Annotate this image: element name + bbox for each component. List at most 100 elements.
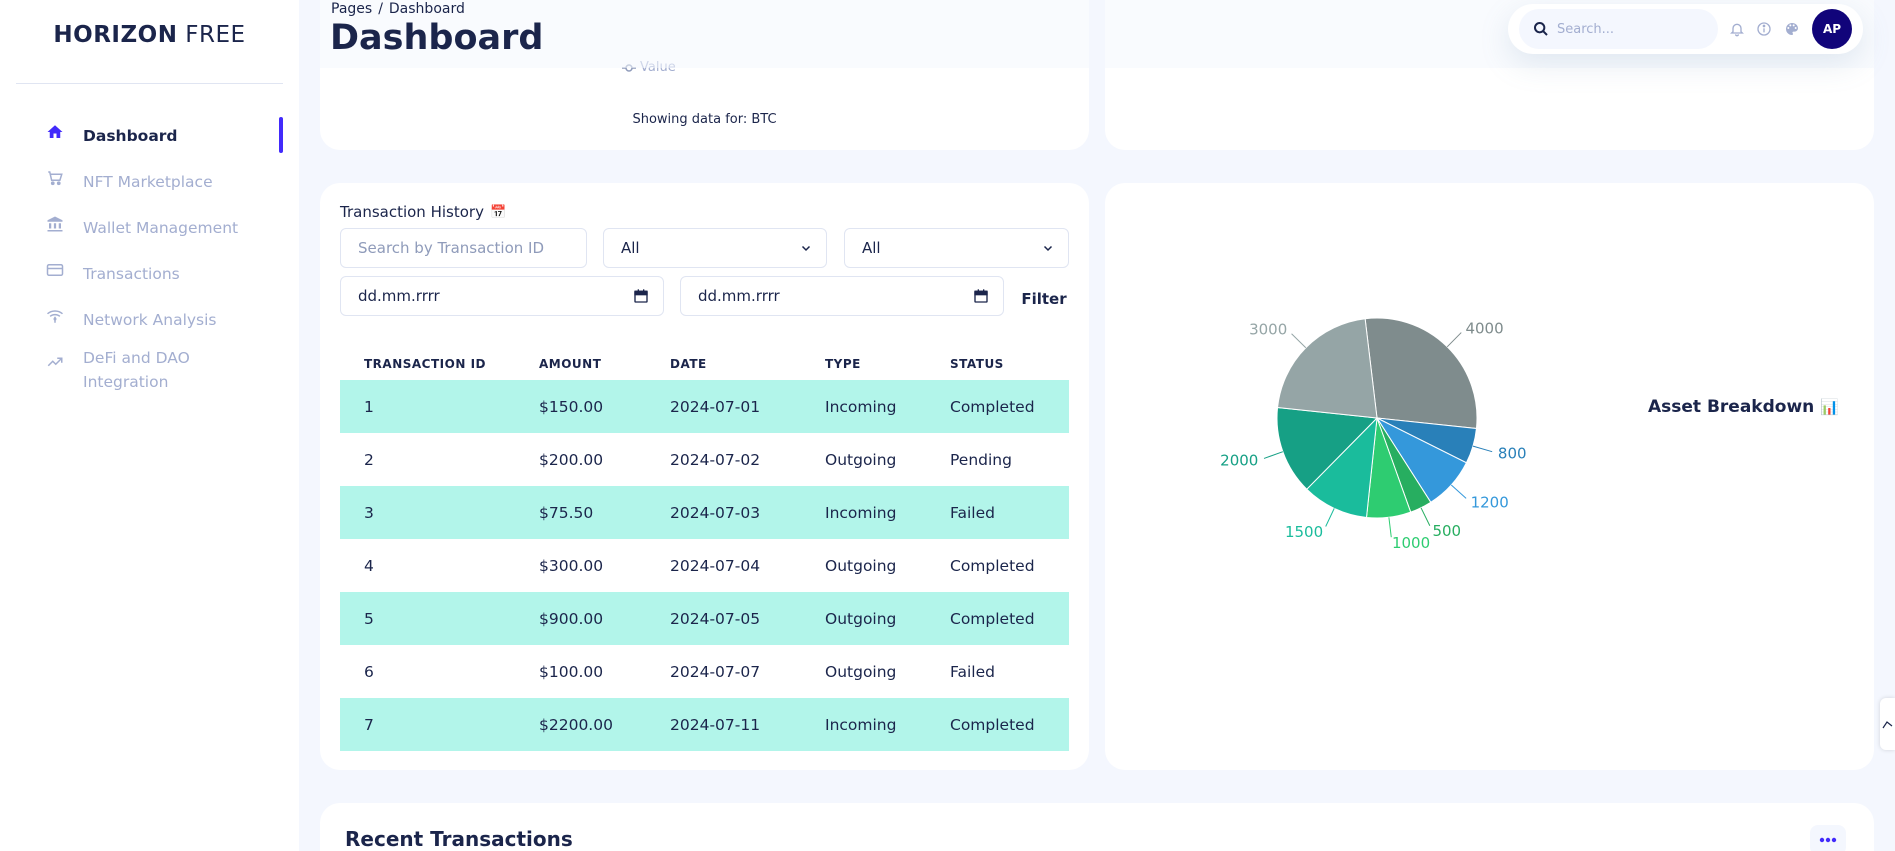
calendar-icon[interactable]	[633, 288, 649, 304]
table-row[interactable]: 2 $200.00 2024-07-02 Outgoing Pending	[340, 433, 1069, 486]
sidebar-item-nft-marketplace[interactable]: NFT Marketplace	[0, 160, 299, 206]
trending-up-icon	[47, 357, 63, 367]
more-options-button[interactable]	[1810, 825, 1846, 851]
date-from-value: dd.mm.rrrr	[358, 287, 440, 305]
column-header-transaction-id[interactable]: TRANSACTION ID	[364, 357, 486, 371]
cell-transaction-id: 3	[340, 486, 515, 539]
cell-type: Outgoing	[801, 592, 926, 645]
calendar-icon[interactable]	[973, 288, 989, 304]
table-row[interactable]: 3 $75.50 2024-07-03 Incoming Failed	[340, 486, 1069, 539]
avatar[interactable]: AP	[1812, 9, 1852, 49]
sidebar-item-wallet-management[interactable]: Wallet Management	[0, 206, 299, 252]
sidebar-item-transactions[interactable]: Transactions	[0, 252, 299, 298]
filter-button[interactable]: Filter	[1014, 280, 1074, 318]
cell-date: 2024-07-05	[646, 592, 801, 645]
transaction-history-title-text: Transaction History	[340, 203, 484, 221]
cell-type: Incoming	[801, 380, 926, 433]
table-header-row: TRANSACTION ID AMOUNT DATE TYPE STATUS	[340, 348, 1069, 380]
column-header-amount[interactable]: AMOUNT	[539, 357, 602, 371]
pie-slice-label: 1500	[1285, 523, 1323, 541]
cell-status: Completed	[926, 698, 1069, 751]
sidebar-item-label: Transactions	[83, 265, 180, 283]
cell-type: Incoming	[801, 486, 926, 539]
recent-transactions-card: Recent Transactions	[320, 803, 1874, 851]
search-icon	[1534, 22, 1548, 36]
pie-slice[interactable]	[1364, 317, 1478, 430]
cell-amount: $2200.00	[515, 698, 646, 751]
chevron-down-icon	[1043, 245, 1053, 252]
sidebar-item-label: Network Analysis	[83, 311, 217, 329]
bell-icon[interactable]	[1729, 21, 1745, 37]
date-to-value: dd.mm.rrrr	[698, 287, 780, 305]
column-header-date[interactable]: DATE	[670, 357, 707, 371]
cell-date: 2024-07-11	[646, 698, 801, 751]
asset-breakdown-card: 4000 800 1200 500 1000 1500 2000 3000 Asset Bre…	[1105, 183, 1874, 770]
pie-slice-label: 4000	[1465, 319, 1503, 337]
cell-amount: $100.00	[539, 662, 604, 681]
sidebar: HORIZON FREE Dashboard NFT Marketplace W…	[0, 0, 299, 851]
sidebar-item-defi-dao[interactable]: DeFi and DAO Integration	[0, 344, 299, 404]
transaction-search-input[interactable]	[341, 229, 586, 267]
type-filter-select[interactable]: All	[603, 228, 827, 268]
cell-amount: $75.50	[515, 486, 646, 539]
info-icon[interactable]	[1756, 21, 1772, 37]
cell-transaction-id: 5	[340, 592, 515, 645]
cell-amount: $150.00	[515, 380, 646, 433]
table-row[interactable]: 5 $900.00 2024-07-05 Outgoing Completed	[340, 592, 1069, 645]
pie-label-leader	[1446, 332, 1462, 348]
sidebar-item-label: DeFi and DAO Integration	[83, 349, 190, 391]
sidebar-item-dashboard[interactable]: Dashboard	[0, 114, 299, 160]
column-header-status[interactable]: STATUS	[950, 357, 1004, 371]
date-from-field[interactable]: dd.mm.rrrr	[340, 276, 664, 316]
status-filter-value: All	[862, 239, 881, 257]
pie-slice-label: 1000	[1392, 534, 1430, 552]
cell-status: Failed	[926, 486, 1069, 539]
brand-logo[interactable]: HORIZON FREE	[53, 22, 246, 48]
pie-slice[interactable]	[1306, 416, 1378, 518]
pie-label-leader	[1388, 517, 1392, 538]
cell-status: Failed	[950, 662, 995, 681]
cell-date: 2024-07-01	[646, 380, 801, 433]
cell-transaction-id: 1	[340, 380, 515, 433]
cell-date: 2024-07-02	[670, 450, 761, 469]
cell-status: Pending	[950, 450, 1012, 469]
showing-data-label: Showing data for: BTC	[632, 112, 777, 127]
pie-slice-label: 1200	[1471, 493, 1509, 511]
table-row[interactable]: 1 $150.00 2024-07-01 Incoming Completed	[340, 380, 1069, 433]
status-filter-select[interactable]: All	[844, 228, 1069, 268]
bar-chart-emoji-icon: 📊	[1820, 398, 1839, 416]
palette-icon[interactable]	[1784, 21, 1800, 37]
calendar-emoji-icon: 📅	[489, 204, 507, 220]
sidebar-item-label: Wallet Management	[83, 219, 239, 237]
pie-slice-label: 500	[1432, 522, 1461, 540]
pie-slice-label: 2000	[1220, 451, 1258, 469]
search-box	[1519, 9, 1718, 49]
breadcrumb-pages[interactable]: Pages	[331, 1, 373, 17]
search-input[interactable]	[1557, 9, 1707, 49]
sidebar-item-label: NFT Marketplace	[83, 173, 213, 191]
sidebar-item-network-analysis[interactable]: Network Analysis	[0, 298, 299, 344]
column-header-type[interactable]: TYPE	[825, 357, 861, 371]
page-title: Dashboard	[330, 18, 544, 58]
cell-amount: $900.00	[515, 592, 646, 645]
pie-slice[interactable]	[1277, 318, 1378, 419]
breadcrumb: Pages / Dashboard	[331, 1, 465, 17]
table-row[interactable]: 7 $2200.00 2024-07-11 Incoming Completed	[340, 698, 1069, 751]
pie-label-leader	[1450, 484, 1467, 499]
cell-date: 2024-07-04	[670, 556, 761, 575]
pie-label-leader	[1291, 333, 1307, 349]
table-row[interactable]: 6 $100.00 2024-07-07 Outgoing Failed	[340, 645, 1069, 698]
pie-slice[interactable]	[1276, 406, 1379, 490]
cell-date: 2024-07-07	[670, 662, 761, 681]
side-scroll-handle[interactable]	[1880, 698, 1895, 750]
cell-status: Completed	[950, 556, 1035, 575]
sidebar-nav: Dashboard NFT Marketplace Wallet Managem…	[0, 114, 299, 404]
pie-slice-label: 800	[1498, 444, 1527, 462]
cell-amount: $300.00	[539, 556, 604, 575]
date-to-field[interactable]: dd.mm.rrrr	[680, 276, 1004, 316]
pie-label-leader	[1472, 445, 1493, 453]
cell-type: Outgoing	[825, 662, 897, 681]
breadcrumb-current[interactable]: Dashboard	[388, 1, 465, 17]
table-row[interactable]: 4 $300.00 2024-07-04 Outgoing Completed	[340, 539, 1069, 592]
